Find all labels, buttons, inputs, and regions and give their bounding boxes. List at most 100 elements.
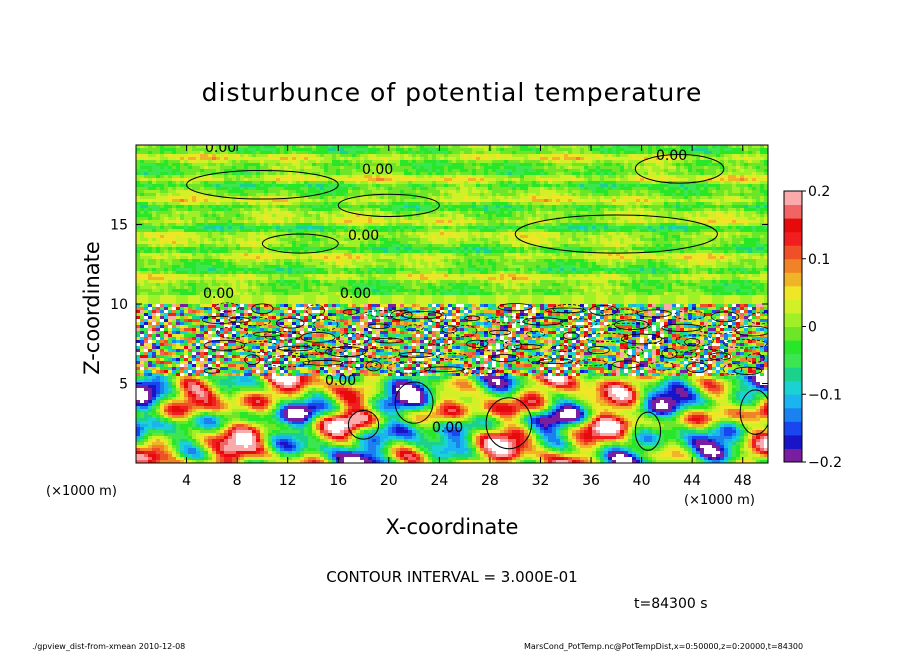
heatmap-cell [384, 187, 389, 191]
heatmap-cell [600, 226, 605, 230]
heatmap-cell [204, 178, 209, 182]
heatmap-cell [148, 145, 153, 149]
heatmap-cell [192, 163, 197, 167]
heatmap-cell [336, 220, 341, 224]
heatmap-cell [220, 181, 225, 185]
heatmap-cell [232, 208, 237, 212]
heatmap-cell [140, 208, 145, 212]
heatmap-cell [292, 199, 297, 203]
heatmap-cell [372, 148, 377, 152]
heatmap-cell [616, 160, 621, 164]
heatmap-cell [452, 190, 457, 194]
heatmap-cell [196, 145, 201, 149]
heatmap-cell [156, 214, 161, 218]
heatmap-cell [192, 208, 197, 212]
heatmap-cell [612, 217, 617, 221]
heatmap-cell [620, 172, 625, 176]
heatmap-cell [756, 187, 761, 191]
heatmap-cell [488, 184, 493, 188]
heatmap-cell [164, 154, 169, 158]
heatmap-cell [668, 166, 673, 170]
heatmap-cell [504, 154, 509, 158]
heatmap-cell [460, 172, 465, 176]
heatmap-cell [544, 172, 549, 176]
heatmap-cell [708, 229, 713, 233]
heatmap-cell [496, 232, 501, 236]
heatmap-cell [744, 229, 749, 233]
heatmap-cell [628, 208, 633, 212]
heatmap-cell [732, 184, 737, 188]
heatmap-cell [440, 166, 445, 170]
heatmap-cell [756, 235, 761, 239]
heatmap-cell [600, 187, 605, 191]
heatmap-cell [760, 175, 765, 179]
heatmap-cell [676, 226, 681, 230]
heatmap-cell [560, 235, 565, 239]
heatmap-cell [696, 160, 701, 164]
heatmap-cell [348, 160, 353, 164]
heatmap-cell [272, 145, 277, 149]
heatmap-cell [484, 157, 489, 161]
heatmap-cell [760, 220, 765, 224]
heatmap-cell [304, 169, 309, 173]
heatmap-cell [724, 208, 729, 212]
heatmap-cell [636, 187, 641, 191]
heatmap-cell [296, 208, 301, 212]
heatmap-cell [584, 175, 589, 179]
heatmap-cell [452, 238, 457, 242]
heatmap-cell [420, 196, 425, 200]
heatmap-cell [596, 145, 601, 149]
heatmap-cell [480, 202, 485, 206]
heatmap-cell [644, 229, 649, 233]
heatmap-cell [144, 190, 149, 194]
heatmap-cell [628, 229, 633, 233]
heatmap-cell [748, 229, 753, 233]
heatmap-cell [260, 160, 265, 164]
heatmap-cell [248, 187, 253, 191]
heatmap-cell [248, 160, 253, 164]
heatmap-cell [468, 163, 473, 167]
heatmap-cell [216, 205, 221, 209]
heatmap-cell [248, 181, 253, 185]
heatmap-cell [708, 160, 713, 164]
heatmap-cell [256, 229, 261, 233]
heatmap-cell [756, 202, 761, 206]
heatmap-cell [748, 193, 753, 197]
heatmap-cell [252, 208, 257, 212]
heatmap-cell [308, 208, 313, 212]
heatmap-cell [244, 202, 249, 206]
heatmap-cell [504, 169, 509, 173]
heatmap-cell [744, 166, 749, 170]
heatmap-cell [192, 226, 197, 230]
heatmap-cell [472, 232, 477, 236]
heatmap-cell [532, 178, 537, 182]
heatmap-cell [752, 166, 757, 170]
heatmap-cell [560, 181, 565, 185]
heatmap-cell [304, 214, 309, 218]
heatmap-cell [208, 214, 213, 218]
heatmap-cell [360, 229, 365, 233]
heatmap-cell [216, 229, 221, 233]
heatmap-cell [224, 211, 229, 215]
heatmap-cell [460, 199, 465, 203]
heatmap-cell [748, 217, 753, 221]
heatmap-cell [324, 184, 329, 188]
heatmap-cell [448, 202, 453, 206]
heatmap-cell [208, 199, 213, 203]
heatmap-cell [564, 187, 569, 191]
heatmap-cell [480, 223, 485, 227]
heatmap-cell [696, 178, 701, 182]
heatmap-cell [484, 217, 489, 221]
heatmap-cell [484, 163, 489, 167]
heatmap-cell [160, 172, 165, 176]
heatmap-cell [512, 157, 517, 161]
heatmap-cell [604, 169, 609, 173]
heatmap-cell [328, 193, 333, 197]
heatmap-cell [676, 184, 681, 188]
heatmap-cell [548, 223, 553, 227]
heatmap-cell [616, 169, 621, 173]
heatmap-cell [180, 169, 185, 173]
heatmap-cell [188, 217, 193, 221]
heatmap-cell [500, 217, 505, 221]
heatmap-cell [248, 226, 253, 230]
